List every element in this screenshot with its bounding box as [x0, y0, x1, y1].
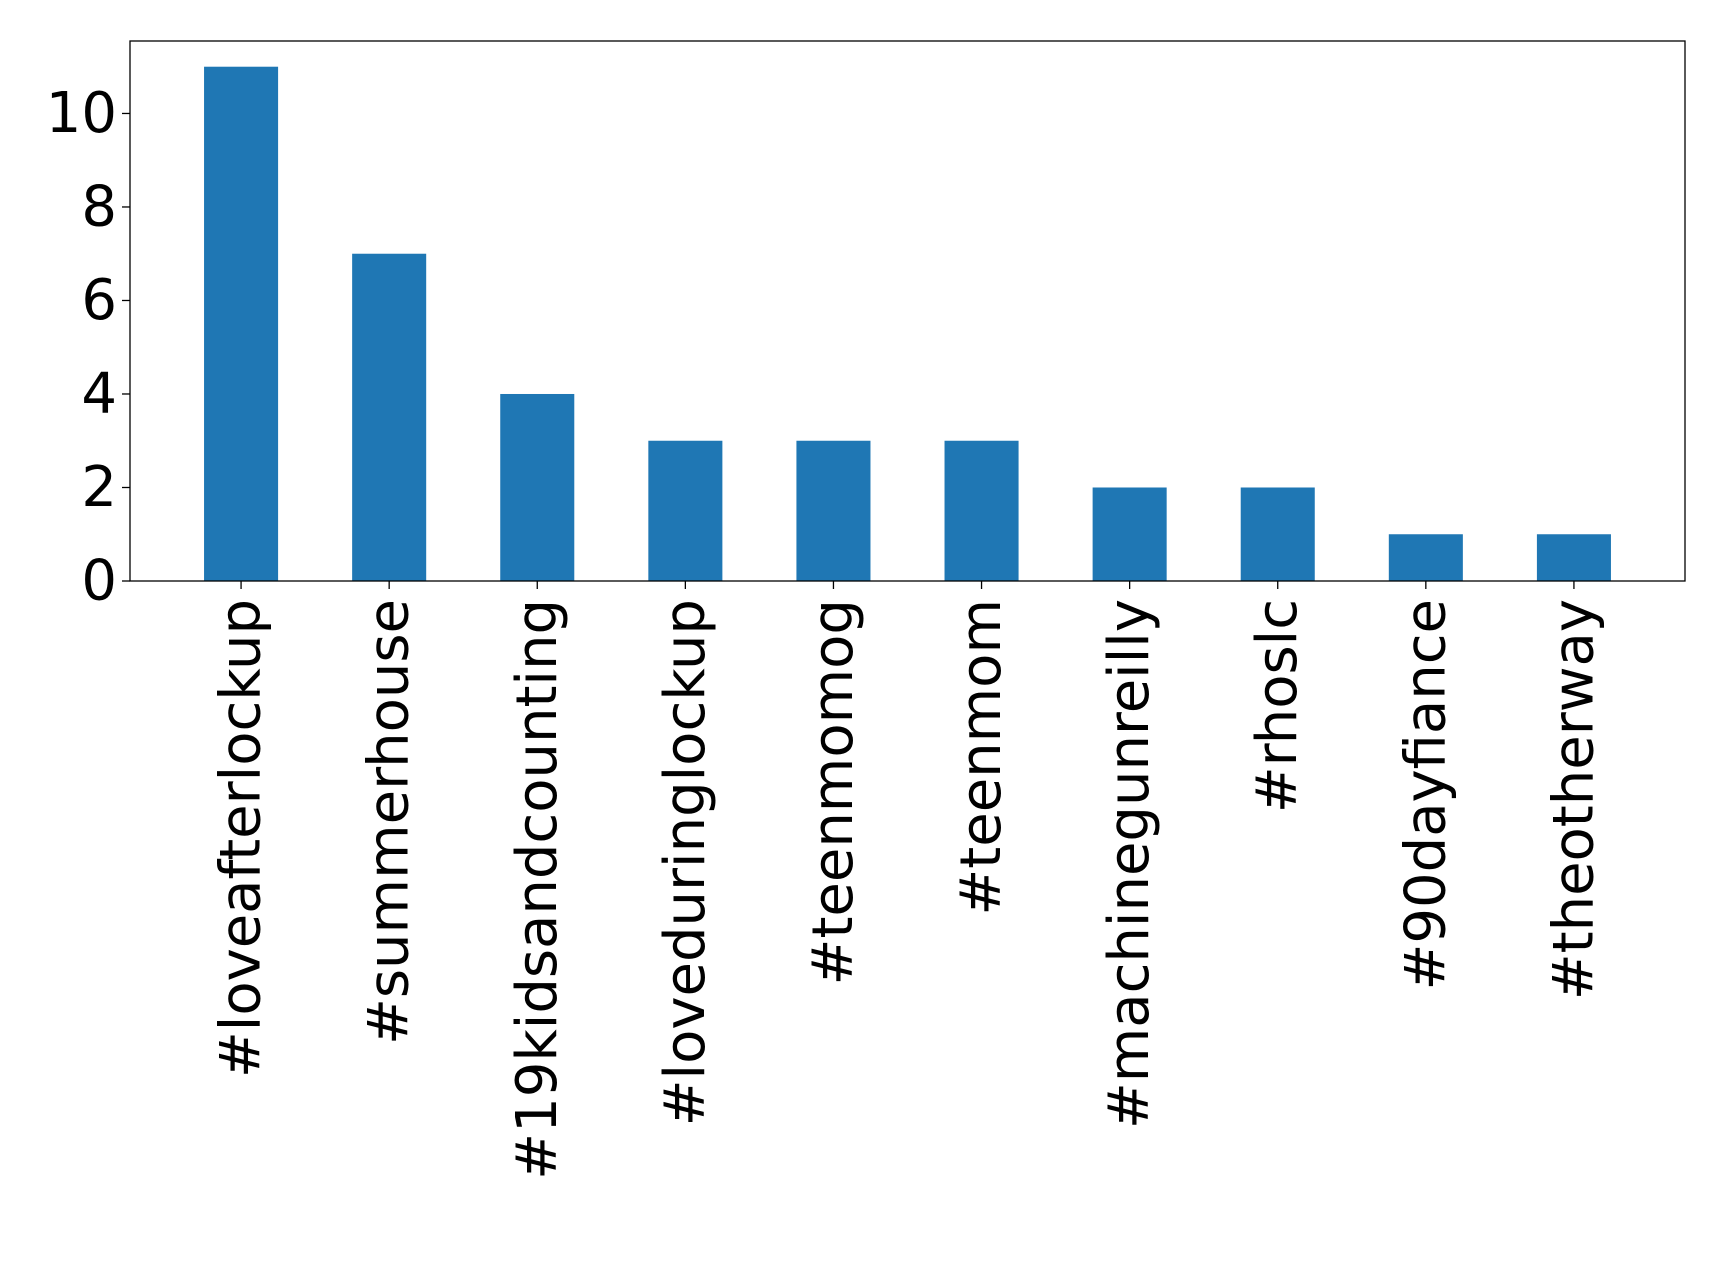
x-tick-label: #loveduringlockup	[653, 599, 718, 1126]
bar-rhoslc	[1240, 487, 1315, 581]
bar-theotherway	[1536, 534, 1611, 581]
y-axis: 0 2 4 6 8 10	[46, 81, 130, 614]
bar-loveduringlockup	[648, 440, 723, 581]
x-tick-label: #rhoslc	[1245, 599, 1310, 813]
bar-machinegunreilly	[1092, 487, 1167, 581]
x-tick-label: #19kidsandcounting	[505, 599, 570, 1180]
x-tick-label: #teenmomog	[801, 599, 866, 985]
bar-teenmomog	[796, 440, 871, 581]
x-tick-label: #loveafterlockup	[209, 599, 274, 1078]
bar-teenmom	[944, 440, 1019, 581]
y-tick-label: 0	[81, 549, 117, 614]
y-tick-label: 6	[81, 268, 117, 333]
y-tick-label: 8	[81, 174, 117, 239]
x-tick-label: #summerhouse	[357, 599, 422, 1045]
x-tick-label: #machinegunreilly	[1097, 599, 1162, 1129]
x-tick-label: #90dayfiance	[1393, 599, 1458, 991]
x-tick-label: #teenmom	[949, 599, 1014, 916]
bar-19kidsandcounting	[500, 393, 575, 581]
x-axis: #loveafterlockup #summerhouse #19kidsandco…	[209, 581, 1606, 1180]
y-tick-label: 2	[81, 455, 117, 520]
x-tick-label: #theotherway	[1541, 599, 1606, 1000]
bar-90dayfiance	[1388, 534, 1463, 581]
bar-loveafterlockup	[204, 66, 279, 581]
bars-layer	[204, 66, 1611, 581]
y-tick-label: 4	[81, 361, 117, 426]
bar-summerhouse	[352, 253, 427, 581]
plot-frame	[129, 40, 1686, 582]
y-tick-label: 10	[46, 81, 117, 146]
